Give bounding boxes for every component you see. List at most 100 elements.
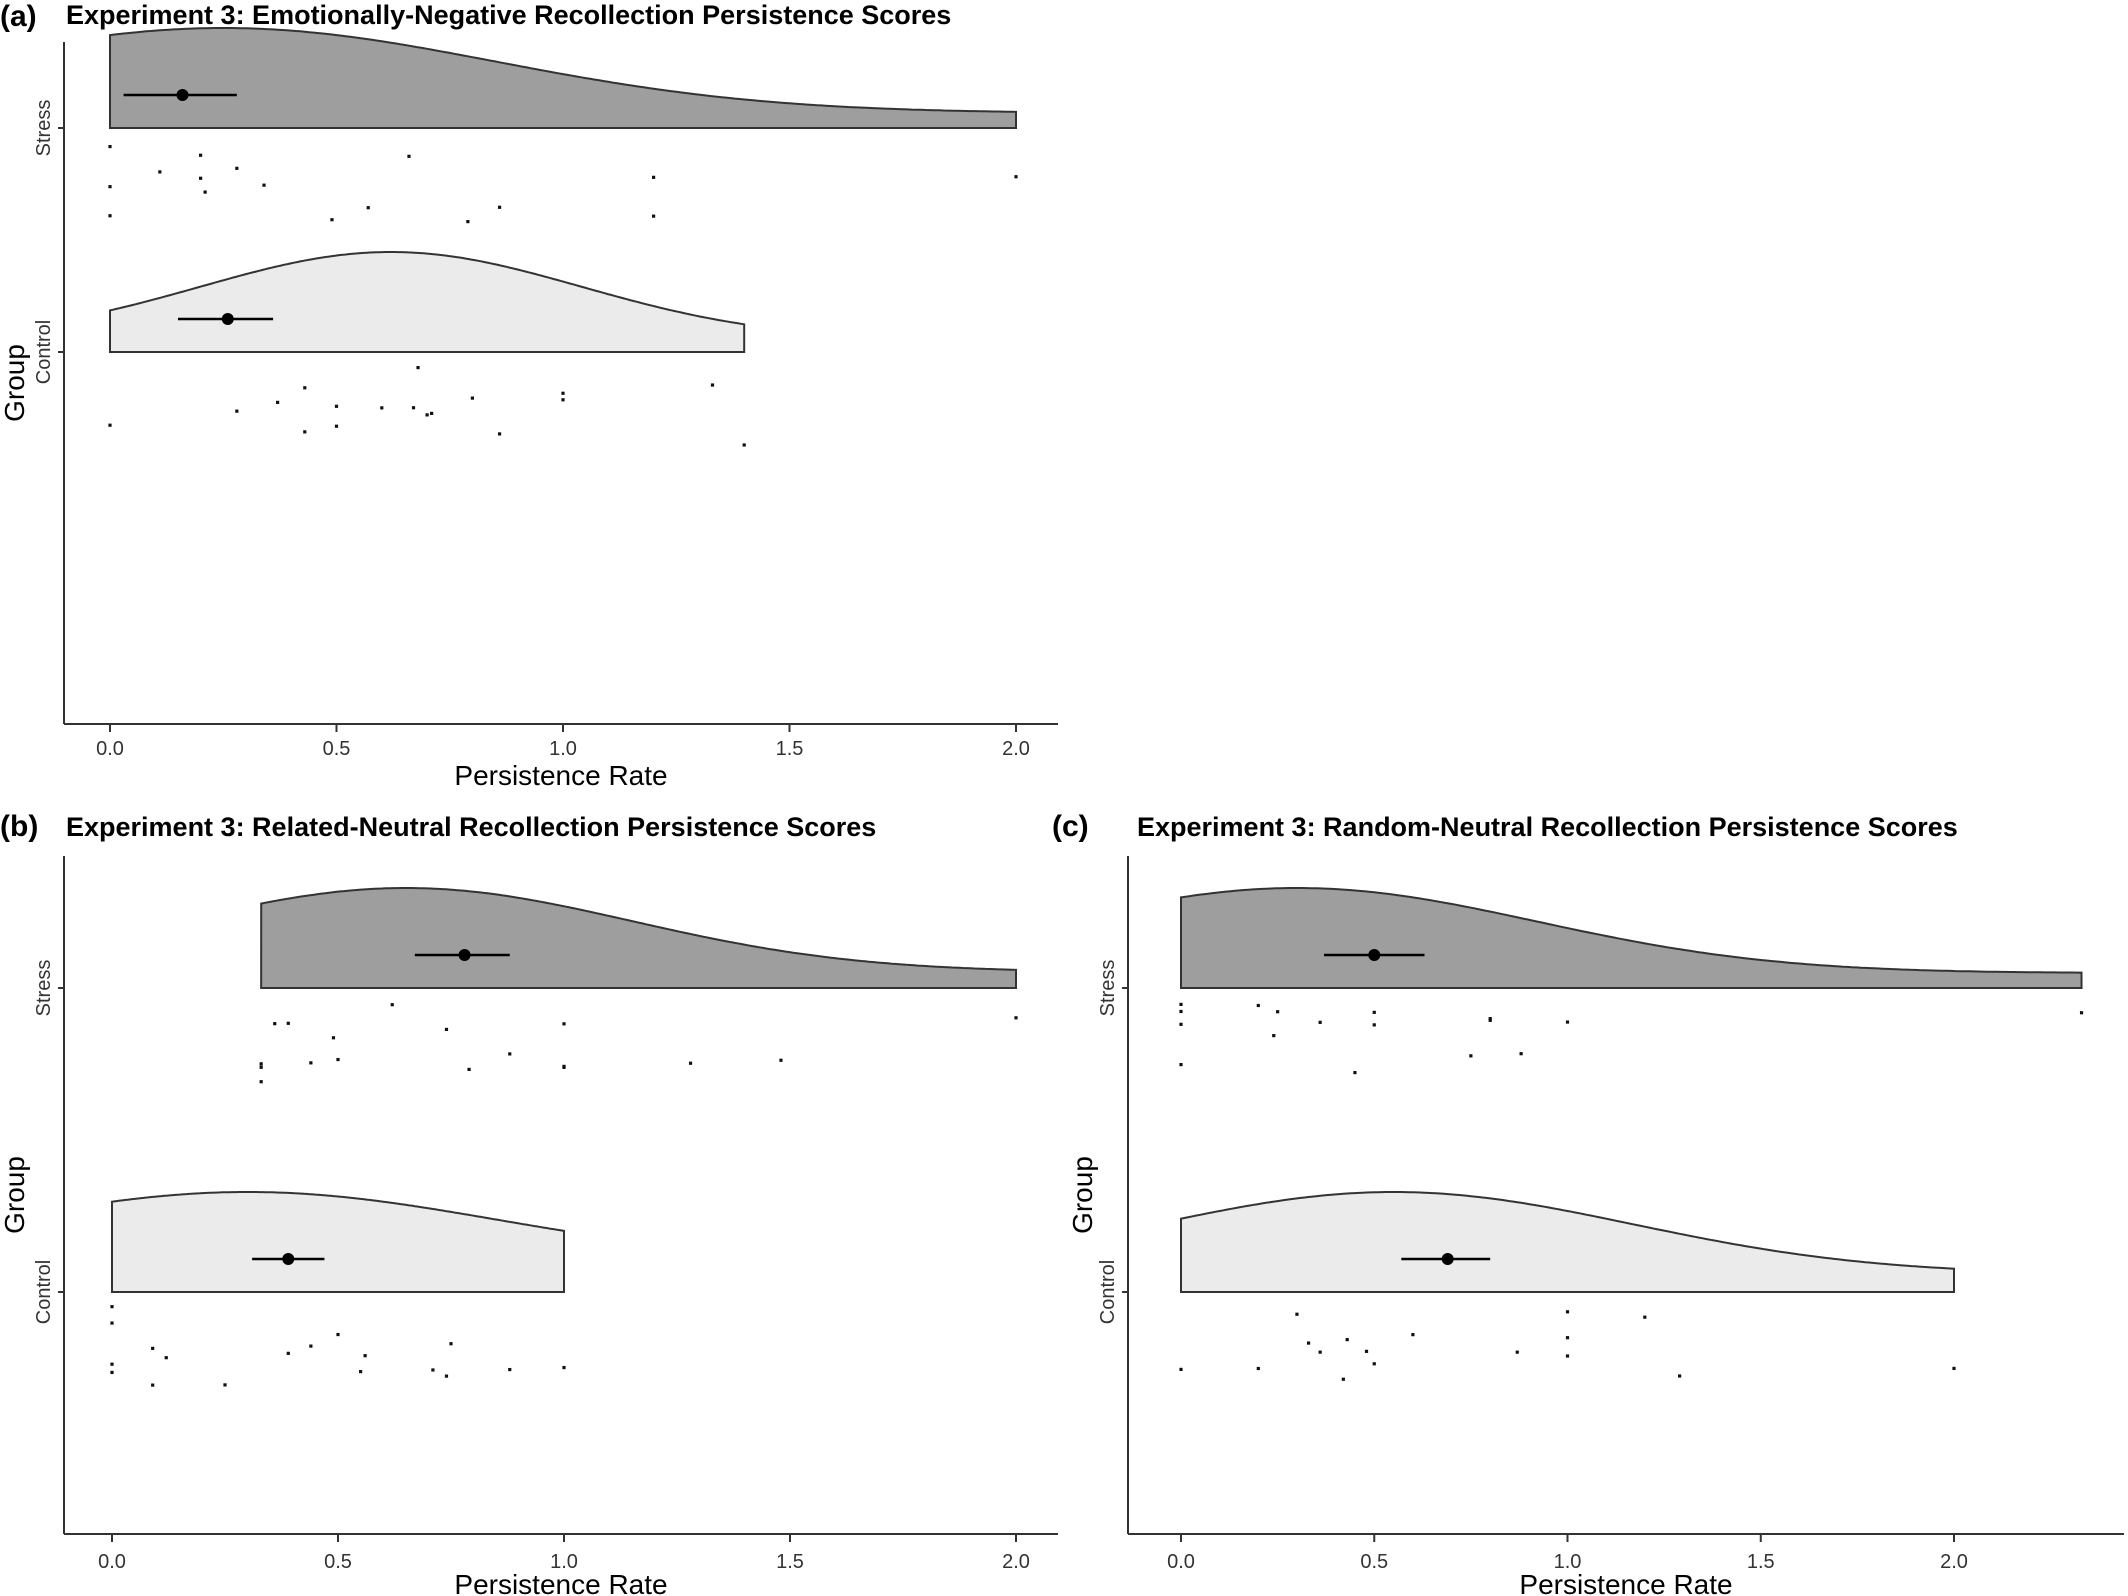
raw-data-point (273, 1022, 277, 1026)
x-axis-title: Persistence Rate (1519, 1569, 1732, 1596)
raw-data-point (742, 443, 746, 447)
raw-data-point (470, 396, 474, 400)
raw-data-point (110, 1362, 114, 1366)
raw-data-point (449, 1342, 453, 1346)
raw-data-point (336, 1332, 340, 1337)
x-tick-label: 0.0 (98, 1551, 126, 1573)
raw-data-point (688, 1061, 693, 1065)
raw-data-point (286, 1021, 290, 1025)
raw-data-point (562, 1365, 566, 1370)
raw-data-point (444, 1374, 449, 1378)
panel-label: (a) (0, 0, 37, 33)
raw-data-point (110, 1370, 114, 1375)
raw-data-point (1565, 1354, 1570, 1358)
y-tick-label: Stress (1097, 960, 1119, 1017)
raw-data-point (416, 365, 420, 370)
density-cloud (109, 251, 746, 353)
raw-data-point (562, 1022, 566, 1026)
x-axis-title: Persistence Rate (454, 760, 667, 791)
x-tick-label: 0.5 (324, 1551, 352, 1573)
raw-data-point (259, 1062, 263, 1066)
raw-data-point (1565, 1336, 1570, 1340)
mean-point (176, 89, 189, 101)
raw-data-point (108, 214, 112, 218)
raw-data-point (235, 166, 239, 170)
raw-data-point (652, 214, 656, 218)
x-tick-label: 0.5 (1360, 1551, 1388, 1573)
raw-data-point (199, 176, 203, 180)
density-cloud (111, 1191, 565, 1293)
raw-data-point (1256, 1366, 1260, 1371)
raw-data-point (1272, 1034, 1276, 1038)
mean-point (1441, 1253, 1454, 1265)
raw-data-point (199, 153, 203, 157)
raw-data-point (710, 383, 715, 387)
raw-data-point (286, 1351, 290, 1355)
raw-data-point (259, 1080, 263, 1084)
raw-data-point (164, 1356, 168, 1360)
mean-point (1368, 949, 1381, 961)
raw-data-point (1952, 1366, 1956, 1371)
raw-data-point (108, 423, 112, 427)
x-tick-label: 0.0 (1167, 1551, 1195, 1573)
raw-data-point (330, 218, 334, 222)
panel-label: (b) (0, 810, 38, 843)
raw-data-point (366, 206, 370, 210)
raw-data-point (334, 404, 339, 408)
raw-data-point (303, 386, 307, 390)
x-tick-label: 0.5 (323, 738, 351, 760)
raw-data-point (431, 1368, 435, 1372)
raw-data-point (1179, 1022, 1183, 1026)
density-cloud (109, 27, 1017, 129)
raw-data-point (262, 183, 266, 187)
density-cloud (1180, 887, 2083, 989)
group-control: Control (33, 251, 746, 447)
mean-point (458, 949, 471, 961)
group-control: Control (1097, 1191, 1956, 1381)
raw-data-point (407, 154, 411, 158)
x-axis-title: Persistence Rate (454, 1569, 667, 1596)
raw-data-point (1276, 1010, 1280, 1014)
raw-data-point (1341, 1377, 1345, 1381)
raw-data-point (151, 1383, 155, 1387)
raw-data-point (235, 409, 239, 413)
raw-data-point (151, 1346, 155, 1350)
raw-data-point (110, 1321, 114, 1325)
raw-data-point (1372, 1362, 1376, 1366)
raw-data-point (1643, 1315, 1647, 1319)
raw-data-point (2079, 1011, 2084, 1015)
raw-data-point (336, 1057, 340, 1062)
chart-panel-1: (a) Experiment 3: Emotionally-Negative Re… (0, 0, 1058, 791)
raw-data-point (1515, 1350, 1519, 1354)
density-cloud (260, 887, 1017, 989)
y-tick-label: Stress (33, 100, 55, 157)
raw-data-point (1353, 1071, 1357, 1075)
raw-data-point (331, 1036, 336, 1040)
x-tick-label: 1.5 (776, 1551, 804, 1573)
chart-title: Experiment 3: Emotionally-Negative Recol… (66, 0, 951, 30)
group-stress: Stress (33, 887, 1018, 1084)
raw-data-point (108, 185, 112, 189)
raw-data-point (1295, 1312, 1299, 1316)
raw-data-point (359, 1370, 363, 1374)
raw-data-point (1014, 1016, 1018, 1020)
panel-label: (c) (1052, 810, 1089, 843)
raw-data-point (309, 1061, 313, 1065)
raw-data-point (1488, 1016, 1492, 1021)
raw-data-point (1519, 1052, 1523, 1056)
raw-data-point (1565, 1020, 1570, 1024)
raw-data-point (561, 398, 565, 402)
y-tick-label: Control (33, 320, 55, 384)
raw-data-point (561, 391, 565, 395)
raw-data-point (1565, 1310, 1570, 1314)
raw-data-point (1306, 1341, 1311, 1345)
y-axis-title: Group (1067, 1156, 1098, 1234)
x-tick-label: 2.0 (1002, 1551, 1030, 1573)
raw-data-point (497, 432, 502, 436)
raw-data-point (1318, 1350, 1322, 1354)
raw-data-point (497, 205, 502, 209)
x-tick-label: 1.0 (550, 1551, 578, 1573)
group-control: Control (33, 1191, 566, 1387)
x-tick-label: 1.0 (549, 738, 577, 760)
raw-data-point (259, 1065, 263, 1069)
